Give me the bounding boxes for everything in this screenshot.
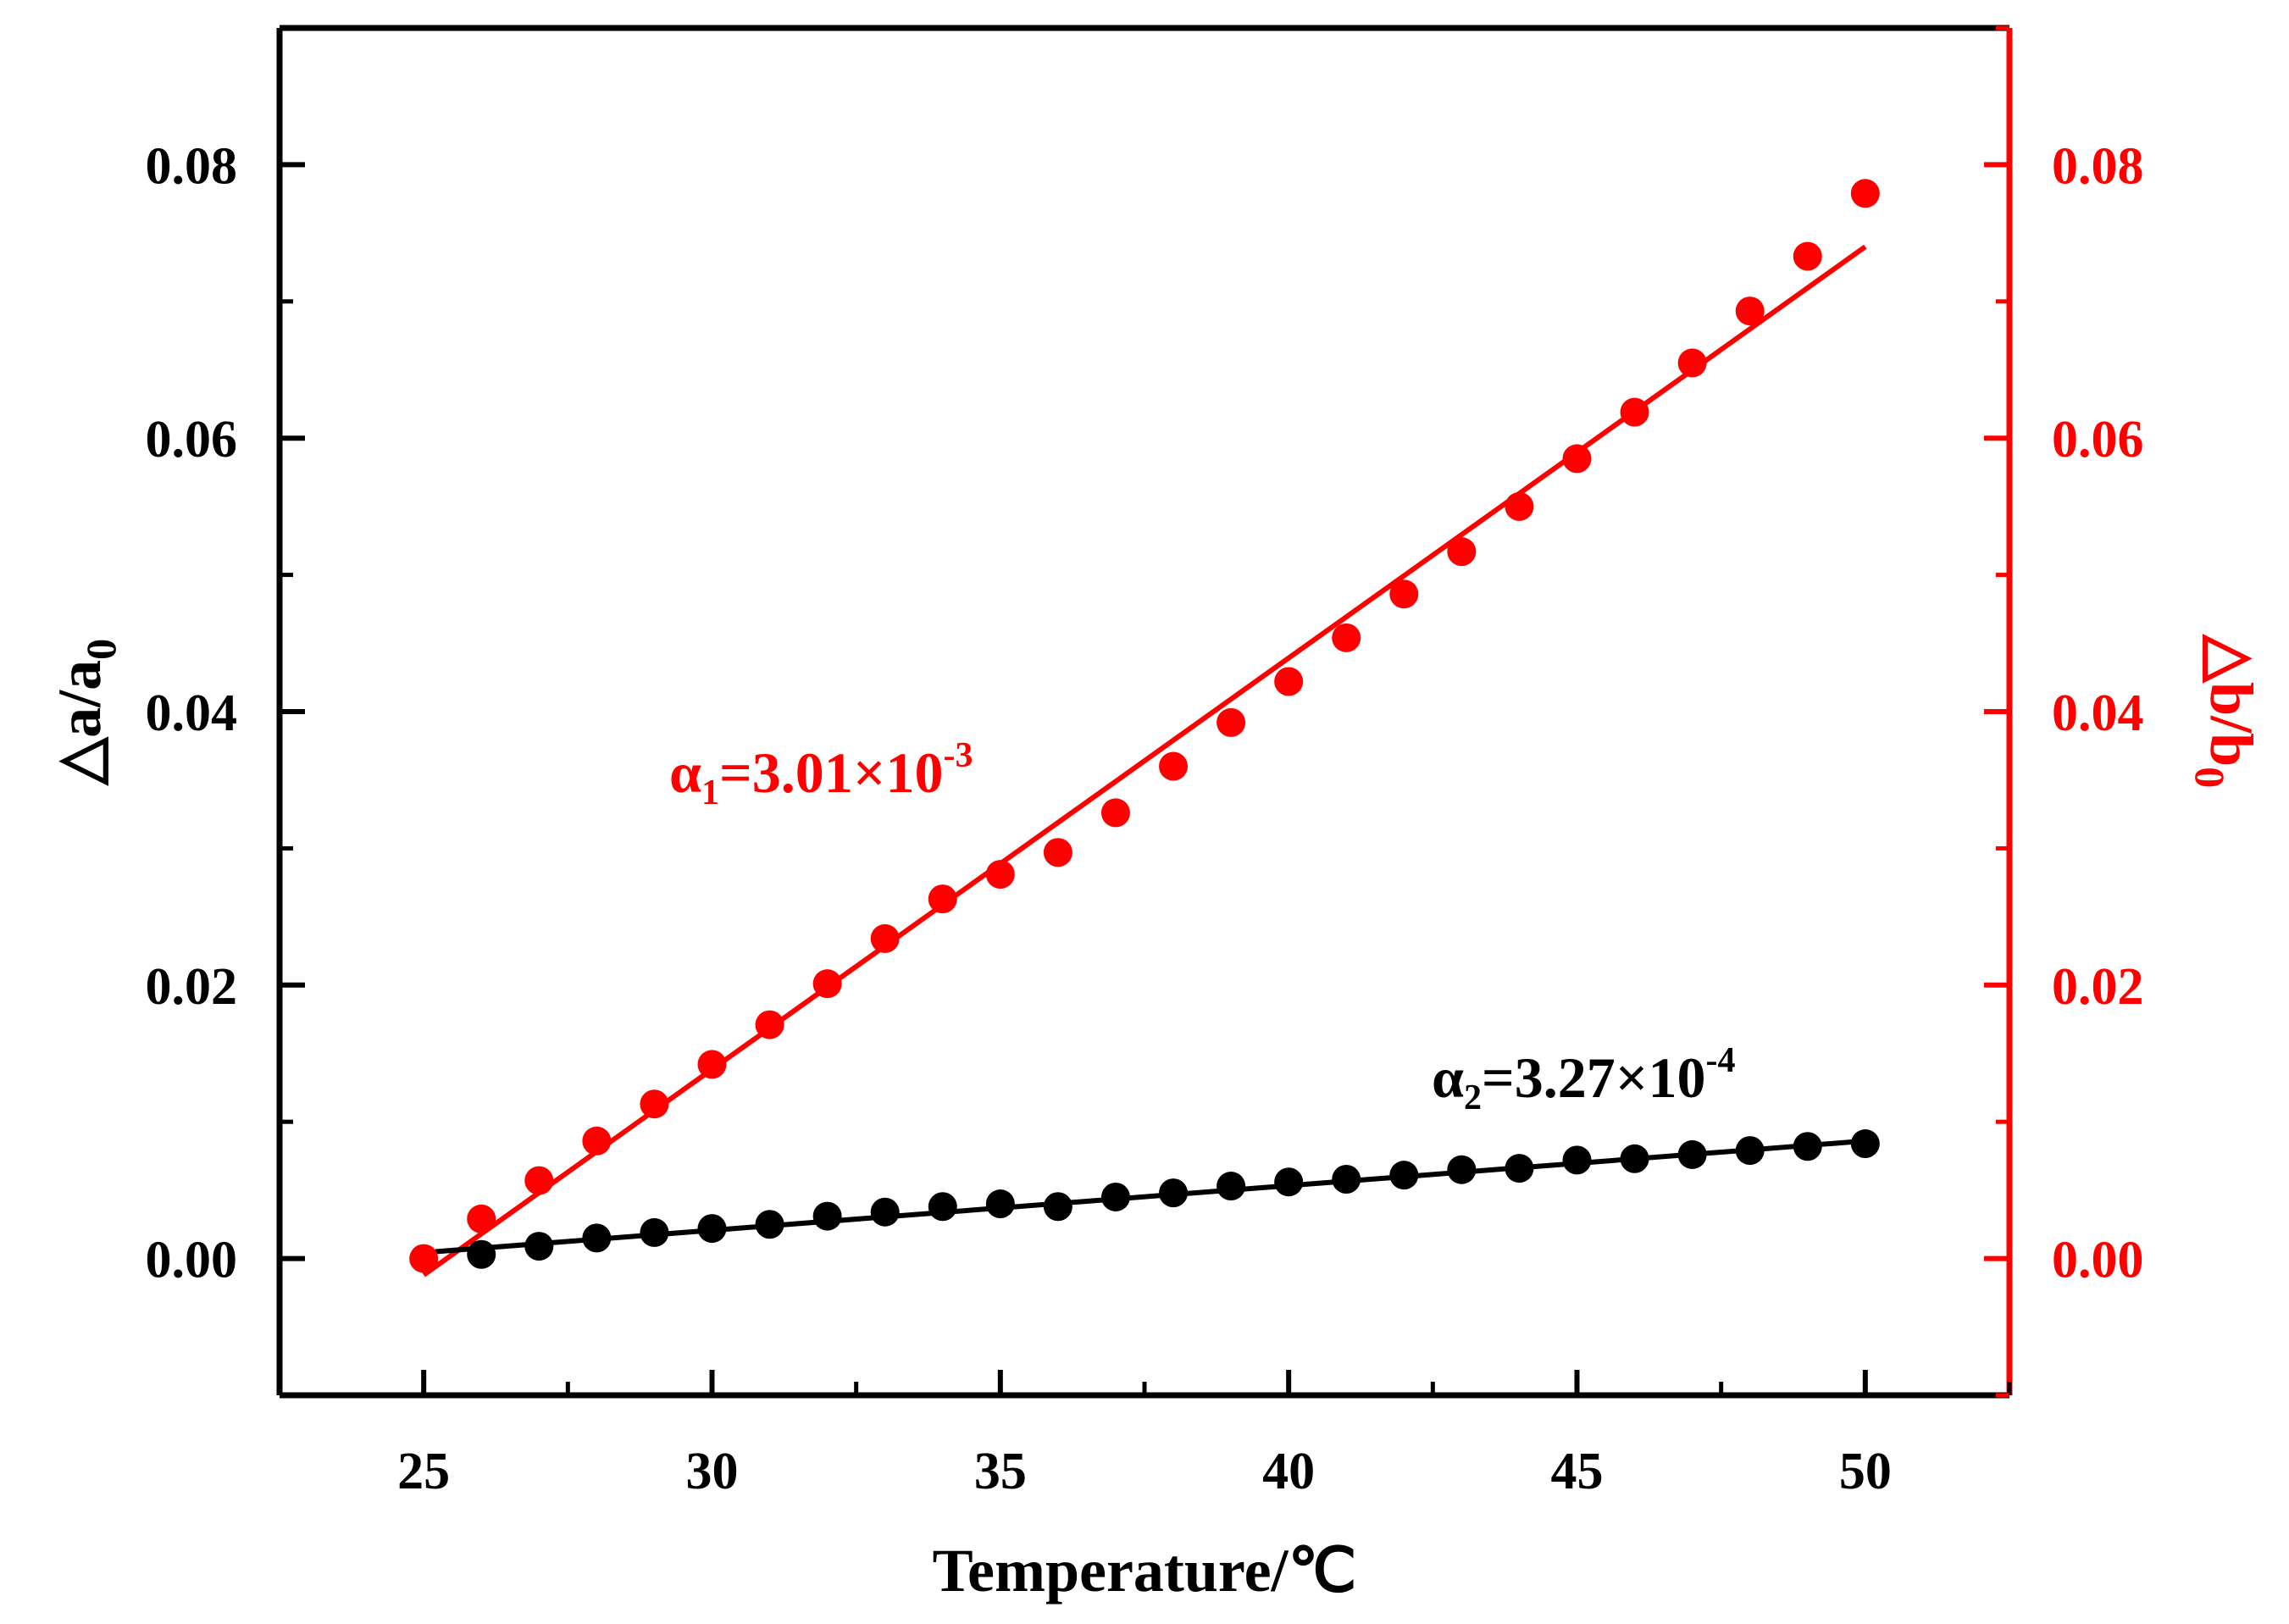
black-data-point bbox=[1562, 1145, 1592, 1175]
red-data-point bbox=[1793, 241, 1822, 271]
red-data-point bbox=[755, 1010, 784, 1039]
black-data-point bbox=[1332, 1164, 1361, 1194]
black-data-point bbox=[1850, 1129, 1880, 1159]
black-data-point bbox=[697, 1214, 727, 1244]
black-data-point bbox=[985, 1189, 1015, 1219]
red-data-point bbox=[1562, 444, 1592, 474]
data-points-layer bbox=[409, 179, 1880, 1273]
x-tick-label: 50 bbox=[1839, 1443, 1892, 1500]
alpha2-exponent: -4 bbox=[1705, 1041, 1735, 1080]
red-data-point bbox=[1159, 751, 1189, 781]
black-data-point bbox=[1217, 1172, 1246, 1201]
alpha2-symbol: α bbox=[1432, 1045, 1464, 1110]
y-right-tick-label: 0.06 bbox=[2052, 411, 2144, 468]
black-data-point bbox=[1735, 1136, 1765, 1166]
red-data-point bbox=[1677, 348, 1707, 378]
y-right-tick-label: 0.00 bbox=[2052, 1232, 2144, 1289]
black-data-point bbox=[755, 1210, 784, 1239]
red-data-point bbox=[582, 1126, 612, 1156]
red-data-point bbox=[1100, 798, 1130, 828]
x-tick-label: 40 bbox=[1262, 1443, 1315, 1500]
black-data-point bbox=[582, 1223, 612, 1253]
red-data-point bbox=[1217, 707, 1246, 737]
red-data-point bbox=[1620, 397, 1649, 427]
y-axis-left-title-sub: 0 bbox=[77, 639, 125, 660]
y-axis-right-title-sub: 0 bbox=[2186, 767, 2234, 788]
black-data-point bbox=[1505, 1154, 1534, 1183]
x-tick-label: 35 bbox=[974, 1443, 1027, 1500]
x-tick-label: 25 bbox=[397, 1443, 450, 1500]
red-data-point bbox=[1332, 623, 1361, 652]
black-data-point bbox=[524, 1232, 554, 1261]
black-data-point bbox=[870, 1197, 900, 1227]
y-axis-left-title: △a/a0 bbox=[46, 639, 125, 786]
black-data-point bbox=[1447, 1155, 1477, 1184]
alpha1-symbol: α bbox=[669, 740, 701, 805]
x-axis-title: Temperature/℃ bbox=[933, 1537, 1357, 1605]
red-data-point bbox=[1389, 579, 1419, 609]
red-data-point bbox=[697, 1050, 727, 1079]
red-data-point bbox=[812, 969, 842, 999]
black-data-point bbox=[1677, 1139, 1707, 1169]
red-data-point bbox=[409, 1244, 439, 1273]
red-data-point bbox=[1447, 537, 1477, 567]
black-data-point bbox=[640, 1217, 669, 1247]
y-right-tick-label: 0.04 bbox=[2052, 685, 2144, 742]
y-axis-right-title-main: △b/b bbox=[2198, 634, 2265, 767]
alpha1-exponent: -3 bbox=[943, 736, 973, 775]
alpha1-subscript: 1 bbox=[701, 773, 719, 812]
x-tick-label: 45 bbox=[1551, 1443, 1604, 1500]
black-data-point bbox=[467, 1239, 496, 1269]
black-data-point bbox=[1620, 1144, 1649, 1173]
y-left-tick-label: 0.08 bbox=[146, 137, 238, 195]
red-data-point bbox=[870, 923, 900, 953]
red-data-point bbox=[1505, 491, 1534, 521]
black-data-point bbox=[1100, 1182, 1130, 1211]
y-axis-right-title: △b/b0 bbox=[2186, 634, 2265, 788]
black-data-point bbox=[1793, 1132, 1822, 1161]
tick-labels-layer: 25 30 35 40 45 50 0.00 0.00 0.02 0.02 0.04 0.04 0.06… bbox=[146, 137, 2144, 1500]
black-data-point bbox=[1389, 1161, 1419, 1190]
red-data-point bbox=[1735, 297, 1765, 326]
red-data-point bbox=[985, 860, 1015, 890]
alpha2-annotation: α2=3.27×10-4 bbox=[1432, 1041, 1735, 1117]
ticks-layer bbox=[277, 25, 2012, 1398]
alpha1-annotation: α1=3.01×10-3 bbox=[669, 736, 973, 812]
red-data-point bbox=[640, 1089, 669, 1119]
y-right-tick-label: 0.02 bbox=[2052, 958, 2144, 1016]
black-data-point bbox=[928, 1192, 957, 1222]
y-axis-left-title-main: △a/a bbox=[46, 660, 114, 786]
red-data-point bbox=[467, 1204, 496, 1233]
y-left-tick-label: 0.06 bbox=[146, 411, 238, 468]
black-data-point bbox=[1043, 1192, 1072, 1222]
black-data-point bbox=[1274, 1167, 1304, 1197]
black-data-point bbox=[1159, 1178, 1189, 1208]
y-left-tick-label: 0.04 bbox=[146, 685, 238, 742]
black-data-point bbox=[812, 1201, 842, 1231]
y-left-tick-label: 0.00 bbox=[146, 1232, 238, 1289]
red-data-point bbox=[1043, 838, 1072, 867]
red-data-point bbox=[1274, 667, 1304, 696]
red-data-point bbox=[928, 884, 957, 914]
alpha1-value: =3.01×10 bbox=[719, 740, 944, 805]
alpha2-subscript: 2 bbox=[1464, 1078, 1482, 1117]
alpha2-value: =3.27×10 bbox=[1482, 1045, 1706, 1110]
y-right-tick-label: 0.08 bbox=[2052, 137, 2144, 195]
y-left-tick-label: 0.02 bbox=[146, 958, 238, 1016]
red-data-point bbox=[1850, 179, 1880, 208]
x-tick-label: 30 bbox=[686, 1443, 739, 1500]
red-data-point bbox=[524, 1166, 554, 1195]
